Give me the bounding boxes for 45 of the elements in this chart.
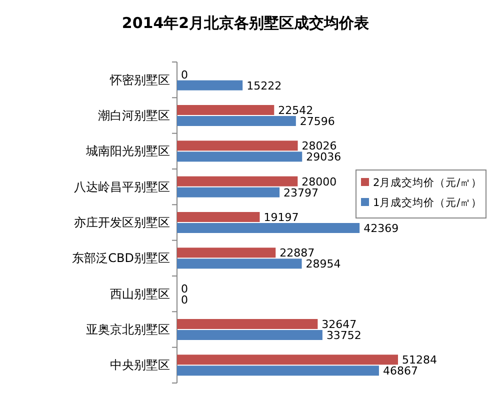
data-label: 28026 xyxy=(302,140,337,153)
bar xyxy=(177,140,298,151)
bar xyxy=(177,187,280,198)
data-label: 15222 xyxy=(246,79,282,92)
bar xyxy=(177,212,260,222)
legend-label: 2月成交均价（元/㎡） xyxy=(373,176,482,189)
bar xyxy=(177,152,302,162)
data-label: 32647 xyxy=(322,318,357,331)
y-tick-label: 亚奥京北别墅区 xyxy=(86,322,170,336)
y-tick-label: 中央别墅区 xyxy=(110,358,170,372)
y-tick-label: 怀密别墅区 xyxy=(109,72,170,87)
data-label: 51284 xyxy=(402,354,437,367)
y-tick-label: 八达岭昌平别墅区 xyxy=(74,180,170,194)
bar xyxy=(177,248,276,258)
data-label: 0 xyxy=(181,282,188,296)
data-label: 27596 xyxy=(300,115,335,128)
y-tick-label: 潮白河别墅区 xyxy=(98,108,170,122)
bar xyxy=(177,80,243,90)
data-label: 28000 xyxy=(302,175,337,188)
bar xyxy=(177,176,298,186)
bar xyxy=(177,223,360,233)
data-label: 42369 xyxy=(364,222,399,235)
data-label: 0 xyxy=(181,293,188,306)
data-label: 19197 xyxy=(264,211,299,224)
legend-label: 1月成交均价（元/㎡） xyxy=(373,196,482,209)
data-label: 28954 xyxy=(306,258,341,271)
data-label: 23797 xyxy=(284,186,319,200)
data-label: 46867 xyxy=(382,364,418,378)
data-label: 29036 xyxy=(306,150,342,164)
data-label: 0 xyxy=(181,68,188,82)
bar xyxy=(177,105,274,115)
bar xyxy=(177,330,322,340)
bar xyxy=(177,354,398,365)
data-label: 22542 xyxy=(278,104,314,117)
data-label: 33752 xyxy=(326,329,362,342)
chart-title: 2014年2月北京各别墅区成交均价表 xyxy=(122,14,370,32)
data-label: 22887 xyxy=(280,246,315,260)
y-tick-label: 东部泛CBD别墅区 xyxy=(72,251,170,266)
y-tick-label: 西山别墅区 xyxy=(110,286,170,301)
bar xyxy=(177,116,296,126)
y-tick-label: 亦庄开发区别墅区 xyxy=(74,216,170,230)
bar xyxy=(177,319,318,329)
bar xyxy=(177,258,302,269)
y-tick-label: 城南阳光别墅区 xyxy=(85,144,170,158)
bar xyxy=(177,366,379,376)
